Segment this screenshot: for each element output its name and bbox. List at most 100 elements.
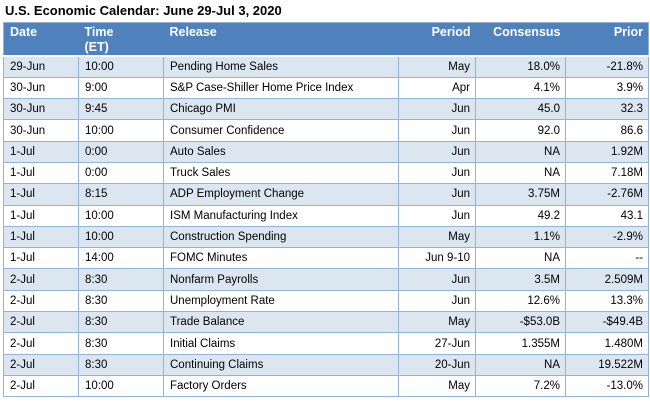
table-body: 29-Jun 10:00 Pending Home Sales May 18.0% -21…: [3, 55, 649, 398]
cell-date: 30-Jun: [3, 76, 79, 100]
cell-time: 14:00: [78, 247, 164, 270]
cell-date: 2-Jul: [3, 332, 79, 355]
cell-date: 1-Jul: [3, 140, 79, 163]
cell-release: Unemployment Rate: [163, 289, 399, 313]
column-header-date: Date: [3, 22, 79, 57]
cell-date: 2-Jul: [3, 311, 79, 334]
cell-period: 20-Jun: [398, 353, 476, 376]
cell-consensus: 3.5M: [475, 268, 566, 291]
cell-prior: 7.18M: [565, 161, 649, 185]
table-row: 30-Jun 9:45 Chicago PMI Jun 45.0 32.3: [3, 98, 649, 121]
cell-period: 27-Jun: [398, 332, 476, 355]
cell-period: Jun: [398, 204, 476, 227]
table-row: 1-Jul 10:00 Construction Spending May 1.1% -2…: [3, 225, 649, 249]
cell-date: 30-Jun: [3, 98, 79, 121]
cell-period: Jun: [398, 268, 476, 291]
column-header-prior: Prior: [565, 22, 649, 57]
page-title: U.S. Economic Calendar: June 29-Jul 3, 2…: [5, 3, 282, 18]
cell-date: 1-Jul: [3, 225, 79, 249]
cell-time: 10:00: [78, 374, 164, 398]
cell-period: Jun: [398, 161, 476, 185]
table-row: 1-Jul 0:00 Auto Sales Jun NA 1.92M: [3, 140, 649, 163]
table-row: 29-Jun 10:00 Pending Home Sales May 18.0% -21…: [3, 55, 649, 78]
cell-date: 1-Jul: [3, 183, 79, 206]
cell-period: May: [398, 225, 476, 249]
cell-time: 9:45: [78, 98, 164, 121]
cell-date: 1-Jul: [3, 204, 79, 227]
cell-prior: --: [565, 247, 649, 270]
cell-consensus: 92.0: [475, 119, 566, 142]
column-header-period: Period: [398, 22, 476, 57]
table-row: 2-Jul 8:30 Continuing Claims 20-Jun NA 19.522…: [3, 353, 649, 376]
cell-period: Jun: [398, 183, 476, 206]
cell-time: 8:30: [78, 353, 164, 376]
cell-release: Chicago PMI: [163, 98, 399, 121]
cell-release: Continuing Claims: [163, 353, 399, 376]
table-row: 1-Jul 14:00 FOMC Minutes Jun 9-10 NA --: [3, 247, 649, 270]
cell-prior: 19.522M: [565, 353, 649, 376]
cell-prior: 1.92M: [565, 140, 649, 163]
cell-consensus: 4.1%: [475, 76, 566, 100]
cell-prior: 32.3: [565, 98, 649, 121]
cell-prior: 86.6: [565, 119, 649, 142]
table-row: 2-Jul 8:30 Initial Claims 27-Jun 1.355M 1.480…: [3, 332, 649, 355]
cell-time: 10:00: [78, 204, 164, 227]
cell-release: Consumer Confidence: [163, 119, 399, 142]
cell-time: 10:00: [78, 55, 164, 78]
column-header-consensus: Consensus: [475, 22, 566, 57]
table-row: 2-Jul 8:30 Unemployment Rate Jun 12.6% 13.3%: [3, 289, 649, 313]
cell-time: 0:00: [78, 161, 164, 185]
cell-period: May: [398, 55, 476, 78]
cell-date: 2-Jul: [3, 353, 79, 376]
header-row: Date Time (ET) Release Period Consensus …: [3, 22, 649, 57]
cell-release: ISM Manufacturing Index: [163, 204, 399, 227]
cell-period: Jun: [398, 119, 476, 142]
economic-calendar-table: Date Time (ET) Release Period Consensus …: [3, 22, 649, 398]
cell-release: Construction Spending: [163, 225, 399, 249]
cell-consensus: NA: [475, 161, 566, 185]
cell-consensus: 12.6%: [475, 289, 566, 313]
cell-release: Auto Sales: [163, 140, 399, 163]
cell-period: Jun 9-10: [398, 247, 476, 270]
cell-period: Jun: [398, 140, 476, 163]
cell-period: May: [398, 311, 476, 334]
cell-time: 8:15: [78, 183, 164, 206]
cell-prior: -2.76M: [565, 183, 649, 206]
column-header-time: Time (ET): [78, 22, 164, 57]
cell-consensus: NA: [475, 353, 566, 376]
cell-release: Nonfarm Payrolls: [163, 268, 399, 291]
table-row: 2-Jul 8:30 Nonfarm Payrolls Jun 3.5M 2.509M: [3, 268, 649, 291]
cell-period: May: [398, 374, 476, 398]
cell-date: 2-Jul: [3, 268, 79, 291]
cell-period: Jun: [398, 98, 476, 121]
cell-date: 1-Jul: [3, 161, 79, 185]
cell-prior: 43.1: [565, 204, 649, 227]
cell-consensus: 18.0%: [475, 55, 566, 78]
table-row: 1-Jul 10:00 ISM Manufacturing Index Jun 49.2…: [3, 204, 649, 227]
table-row: 1-Jul 8:15 ADP Employment Change Jun 3.75M -2…: [3, 183, 649, 206]
cell-consensus: 3.75M: [475, 183, 566, 206]
cell-time: 0:00: [78, 140, 164, 163]
cell-consensus: 1.355M: [475, 332, 566, 355]
cell-time: 10:00: [78, 119, 164, 142]
cell-time: 9:00: [78, 76, 164, 100]
cell-time: 8:30: [78, 311, 164, 334]
cell-consensus: 1.1%: [475, 225, 566, 249]
cell-consensus: -$53.0B: [475, 311, 566, 334]
cell-time: 8:30: [78, 268, 164, 291]
cell-prior: -2.9%: [565, 225, 649, 249]
cell-consensus: 49.2: [475, 204, 566, 227]
table-row: 2-Jul 10:00 Factory Orders May 7.2% -13.0%: [3, 374, 649, 398]
table-row: 30-Jun 9:00 S&P Case-Shiller Home Price In…: [3, 76, 649, 100]
cell-prior: 2.509M: [565, 268, 649, 291]
table-row: 30-Jun 10:00 Consumer Confidence Jun 92.0 86.…: [3, 119, 649, 142]
cell-time: 8:30: [78, 332, 164, 355]
cell-release: S&P Case-Shiller Home Price Index: [163, 76, 399, 100]
cell-date: 29-Jun: [3, 55, 79, 78]
cell-time: 8:30: [78, 289, 164, 313]
cell-prior: -13.0%: [565, 374, 649, 398]
cell-release: Trade Balance: [163, 311, 399, 334]
cell-consensus: NA: [475, 247, 566, 270]
cell-period: Jun: [398, 289, 476, 313]
